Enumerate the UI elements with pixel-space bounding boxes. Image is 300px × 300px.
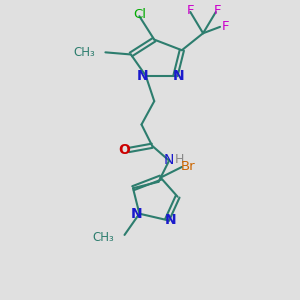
Text: N: N xyxy=(130,207,142,221)
Text: H: H xyxy=(175,153,184,166)
Text: Cl: Cl xyxy=(133,8,146,21)
Text: F: F xyxy=(187,4,194,17)
Text: N: N xyxy=(164,153,174,166)
Text: N: N xyxy=(137,69,148,83)
Text: F: F xyxy=(222,20,229,33)
Text: F: F xyxy=(214,4,222,17)
Text: CH₃: CH₃ xyxy=(73,46,95,59)
Text: CH₃: CH₃ xyxy=(92,230,114,244)
Text: N: N xyxy=(173,69,184,83)
Text: Br: Br xyxy=(181,160,196,173)
Text: O: O xyxy=(118,143,130,157)
Text: N: N xyxy=(164,213,176,227)
